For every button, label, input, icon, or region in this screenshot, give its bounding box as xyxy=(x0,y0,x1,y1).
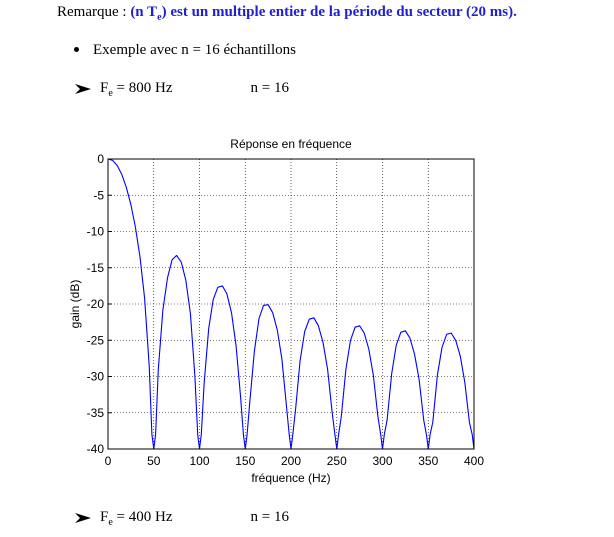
remark-prefix: Remarque : xyxy=(57,4,131,20)
y-axis-label: gain (dB) xyxy=(68,280,82,329)
x-tick-label: 250 xyxy=(327,454,347,468)
x-axis-label: fréquence (Hz) xyxy=(251,471,330,485)
y-tick-label: -25 xyxy=(87,333,105,347)
case-line-2: Fe = 400 Hz n = 16 xyxy=(74,509,289,528)
y-tick-label: -20 xyxy=(87,297,105,311)
x-tick-label: 400 xyxy=(464,454,484,468)
bullet-item: Exemple avec n = 16 échantillons xyxy=(74,42,296,59)
y-tick-label: -30 xyxy=(87,370,105,384)
y-tick-label: 0 xyxy=(97,152,104,166)
fe-value: = 800 Hz xyxy=(112,80,173,96)
y-tick-label: -40 xyxy=(87,442,105,456)
x-tick-label: 50 xyxy=(147,454,161,468)
fe-value: = 400 Hz xyxy=(112,509,173,525)
x-tick-label: 150 xyxy=(235,454,255,468)
gain-curve-line xyxy=(107,158,475,450)
x-tick-label: 0 xyxy=(105,454,112,468)
fe-sub: e xyxy=(108,517,113,528)
chart-grid xyxy=(107,158,475,450)
plot-frame xyxy=(107,158,475,450)
fe-sub: e xyxy=(108,88,113,99)
y-tick-label: -10 xyxy=(87,225,105,239)
arrowhead-bullet-icon xyxy=(75,83,91,94)
x-tick-label: 300 xyxy=(372,454,392,468)
y-tick-label: -5 xyxy=(93,188,104,202)
chart-series xyxy=(107,158,475,450)
arrowhead-bullet-icon xyxy=(75,512,91,523)
remark-line: Remarque : (n Te) est un multiple entier… xyxy=(57,4,517,23)
bullet-text: Exemple avec n = 16 échantillons xyxy=(93,42,296,58)
chart-title: Réponse en fréquence xyxy=(230,137,352,151)
case-line-1: Fe = 800 Hz n = 16 xyxy=(74,80,289,99)
fe-label: F xyxy=(100,509,109,525)
x-tick-label: 100 xyxy=(189,454,209,468)
n-label: n = 16 xyxy=(250,80,289,96)
remark-highlight: (n Te) est un multiple entier de la péri… xyxy=(130,4,517,23)
x-tick-label: 200 xyxy=(281,454,301,468)
frequency-response-chart: Réponse en fréquence 0 50 100 150 200 250 300 3… xyxy=(68,137,485,485)
fe-label: F xyxy=(100,80,109,96)
x-tick-label: 350 xyxy=(418,454,438,468)
bullet-dot-icon xyxy=(74,47,79,53)
y-tick-label: -35 xyxy=(87,406,105,420)
y-tick-label: -15 xyxy=(87,261,105,275)
n-label: n = 16 xyxy=(250,509,289,525)
chart-ticks: 0 50 100 150 200 250 300 350 400 0 -5 -10 -15 -20 -25 -… xyxy=(87,152,485,468)
